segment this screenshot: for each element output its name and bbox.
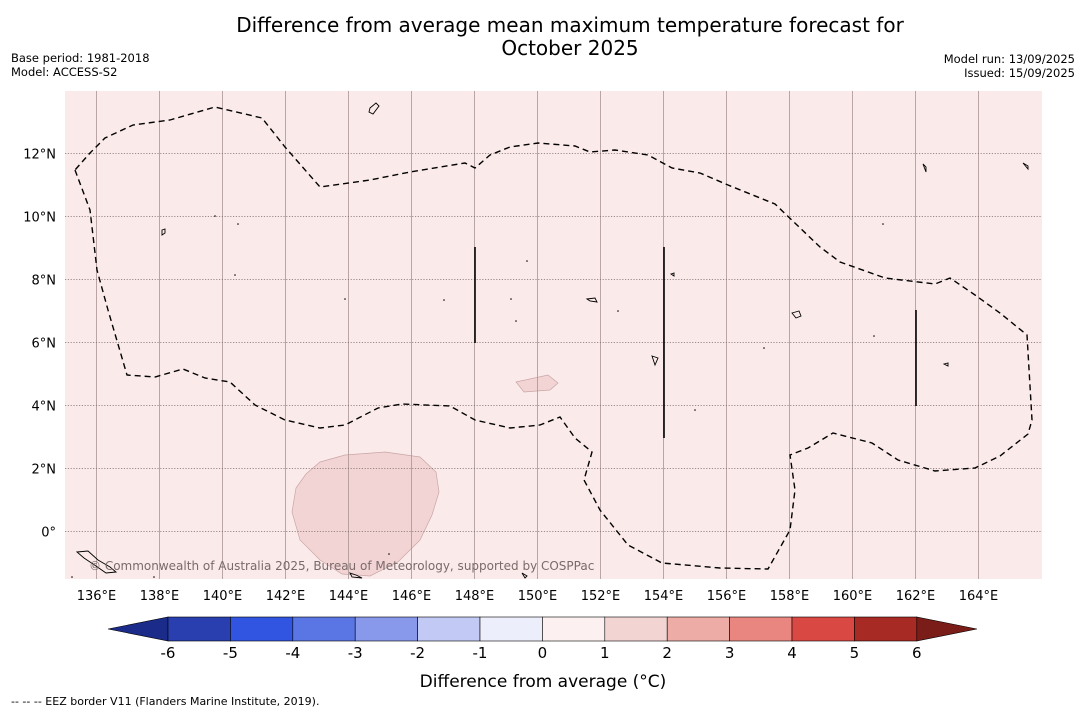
colorbar-segment [230, 616, 294, 642]
colorbar-tick-label: -2 [410, 644, 425, 662]
colorbar-tick-label: 6 [912, 644, 922, 662]
longitude-label: 144°E [329, 589, 369, 604]
eez-footnote: -- -- -- EEZ border V11 (Flanders Marine… [11, 695, 320, 708]
colorbar: -6 -5 -4 -3 -2 -1 0 1 2 3 4 5 6 [107, 616, 978, 662]
meta-right: Model run: 13/09/2025 Issued: 15/09/2025 [944, 52, 1075, 80]
longitude-label: 160°E [833, 589, 873, 604]
colorbar-segment [167, 616, 231, 642]
colorbar-segment [479, 616, 543, 642]
latitude-label: 0° [41, 526, 56, 541]
colorbar-segment [417, 616, 481, 642]
base-period: Base period: 1981-2018 [11, 51, 150, 65]
warm-anomaly-patch-small [515, 374, 559, 393]
colorbar-segment [354, 616, 418, 642]
map-title: Difference from average mean maximum tem… [170, 14, 970, 60]
colorbar-tick-label: 0 [538, 644, 548, 662]
colorbar-tick-label: 4 [787, 644, 797, 662]
colorbar-segment [666, 616, 730, 642]
longitude-label: 148°E [455, 589, 495, 604]
colorbar-over-arrow [916, 616, 978, 642]
colorbar-tick-label: 3 [725, 644, 735, 662]
colorbar-label: Difference from average (°C) [420, 672, 667, 692]
latitude-label: 8°N [32, 274, 57, 289]
island-outlines [75, 102, 1029, 579]
colorbar-tick-label: -1 [473, 644, 488, 662]
warm-anomaly-patch-large [291, 451, 440, 577]
meta-left: Base period: 1981-2018 Model: ACCESS-S2 [11, 51, 150, 79]
region-dividers [474, 247, 917, 438]
longitude-label: 162°E [896, 589, 936, 604]
colorbar-segment [292, 616, 356, 642]
colorbar-tick-label: -4 [285, 644, 300, 662]
longitude-label: 140°E [203, 589, 243, 604]
issued-date: Issued: 15/09/2025 [964, 66, 1075, 80]
latitude-label: 6°N [32, 337, 57, 352]
title-line-1: Difference from average mean maximum tem… [236, 13, 904, 37]
colorbar-segment [729, 616, 793, 642]
colorbar-segment [791, 616, 855, 642]
colorbar-tick-label: -5 [223, 644, 238, 662]
longitude-label: 142°E [266, 589, 306, 604]
longitude-label: 152°E [581, 589, 621, 604]
longitude-label: 136°E [77, 589, 117, 604]
longitude-tick-labels: 136°E 138°E 140°E 142°E 144°E 146°E 148°E 150°E… [77, 589, 999, 604]
model-name: Model: ACCESS-S2 [11, 65, 118, 79]
colorbar-tick-label: 2 [662, 644, 672, 662]
colorbar-segment [542, 616, 606, 642]
copyright-notice: © Commonwealth of Australia 2025, Bureau… [89, 559, 594, 573]
colorbar-segment [604, 616, 668, 642]
colorbar-under-arrow [107, 616, 169, 642]
longitude-label: 138°E [140, 589, 180, 604]
latitude-tick-labels: 12°N 10°N 8°N 6°N 4°N 2°N 0° [23, 148, 56, 541]
colorbar-tick-label: -6 [161, 644, 176, 662]
colorbar-segment [854, 616, 918, 642]
map-background [65, 91, 1042, 579]
title-line-2: October 2025 [501, 36, 639, 60]
island-dots [71, 215, 884, 578]
model-run: Model run: 13/09/2025 [943, 52, 1075, 66]
colorbar-tick-label: 1 [600, 644, 610, 662]
colorbar-tick-label: -3 [348, 644, 363, 662]
longitude-label: 146°E [392, 589, 432, 604]
latitude-label: 10°N [23, 211, 56, 226]
latitude-label: 12°N [23, 148, 56, 163]
latitude-label: 4°N [32, 400, 57, 415]
latitude-label: 2°N [32, 463, 57, 478]
colorbar-tick-label: 5 [850, 644, 860, 662]
longitude-label: 158°E [770, 589, 810, 604]
longitude-label: 150°E [518, 589, 558, 604]
longitude-label: 154°E [644, 589, 684, 604]
eez-border [74, 106, 1033, 570]
longitude-label: 164°E [959, 589, 999, 604]
longitude-label: 156°E [707, 589, 747, 604]
